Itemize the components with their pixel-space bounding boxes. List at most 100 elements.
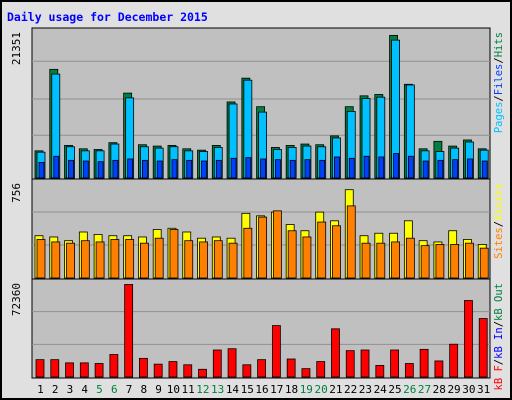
bar-pages-day-30 bbox=[467, 158, 473, 179]
bar-kb-f-day-19 bbox=[301, 368, 311, 378]
chart-title: Daily usage for December 2015 bbox=[7, 10, 208, 24]
bar-kb-f-day-4 bbox=[79, 362, 89, 378]
x-tick-label-day-31: 31 bbox=[477, 383, 490, 396]
x-tick-label-day-26: 26 bbox=[403, 383, 416, 396]
bar-pages-day-8 bbox=[142, 159, 148, 179]
bar-pages-day-20 bbox=[319, 159, 326, 179]
bar-pages-day-22 bbox=[348, 157, 355, 179]
bar-pages-day-19 bbox=[304, 159, 311, 179]
x-tick-label-day-19: 19 bbox=[300, 383, 313, 396]
bar-sites-day-25 bbox=[391, 241, 400, 279]
series-pages bbox=[38, 153, 488, 179]
x-tick-label-day-7: 7 bbox=[126, 383, 133, 396]
x-tick-label-day-11: 11 bbox=[182, 383, 195, 396]
x-tick-label-day-22: 22 bbox=[344, 383, 357, 396]
legend-item: kB In bbox=[493, 327, 505, 359]
bar-sites-day-24 bbox=[376, 242, 386, 279]
bar-sites-day-15 bbox=[243, 227, 253, 279]
x-tick-label-day-30: 30 bbox=[462, 383, 475, 396]
y-max-label: 21351 bbox=[10, 32, 23, 65]
bar-kb-f-day-30 bbox=[464, 300, 473, 378]
bar-sites-day-3 bbox=[66, 242, 75, 279]
x-tick-label-day-25: 25 bbox=[388, 383, 401, 396]
x-tick-label-day-5: 5 bbox=[96, 383, 103, 396]
bar-kb-f-day-3 bbox=[65, 362, 74, 378]
bar-kb-f-day-26 bbox=[404, 363, 414, 378]
bar-sites-day-18 bbox=[287, 230, 297, 279]
bar-pages-day-5 bbox=[97, 161, 104, 179]
bar-sites-day-21 bbox=[332, 225, 341, 279]
bar-sites-day-11 bbox=[184, 240, 194, 279]
bar-pages-day-27 bbox=[422, 160, 429, 179]
bar-pages-day-4 bbox=[82, 160, 89, 179]
x-tick-label-day-4: 4 bbox=[81, 383, 88, 396]
series-kb-f bbox=[35, 284, 488, 378]
y-max-label: 756 bbox=[10, 183, 23, 203]
bar-kb-f-day-10 bbox=[168, 361, 178, 378]
legend: Sites/Visits bbox=[493, 183, 505, 259]
bar-kb-f-day-20 bbox=[316, 361, 326, 378]
bar-sites-day-16 bbox=[258, 216, 268, 279]
legend-item: / bbox=[493, 221, 505, 227]
bar-kb-f-day-18 bbox=[286, 358, 296, 378]
bar-pages-day-24 bbox=[378, 156, 385, 179]
legend-item: kB Out bbox=[493, 283, 505, 321]
bar-pages-day-1 bbox=[38, 161, 45, 179]
bar-pages-day-26 bbox=[407, 155, 414, 179]
x-tick-label-day-21: 21 bbox=[329, 383, 342, 396]
bar-pages-day-14 bbox=[230, 157, 237, 179]
bar-pages-day-10 bbox=[171, 159, 178, 179]
kbytes-panel: 72360 kB F/kB In/kB Out bbox=[10, 278, 505, 391]
legend-item: Hits bbox=[493, 32, 505, 57]
legend-item: / bbox=[493, 57, 505, 63]
bar-pages-day-23 bbox=[363, 155, 370, 179]
legend-item: Visits bbox=[493, 183, 505, 221]
bar-pages-day-6 bbox=[112, 159, 119, 179]
bar-sites-day-10 bbox=[169, 229, 179, 279]
bar-sites-day-19 bbox=[302, 236, 312, 279]
x-tick-label-day-28: 28 bbox=[433, 383, 446, 396]
x-tick-label-day-24: 24 bbox=[374, 383, 388, 396]
bar-sites-day-12 bbox=[199, 241, 208, 279]
bar-sites-day-26 bbox=[405, 237, 415, 279]
bar-pages-day-15 bbox=[245, 157, 252, 179]
legend: kB F/kB In/kB Out bbox=[493, 283, 505, 391]
y-max-label: 72360 bbox=[10, 283, 23, 316]
bar-kb-f-day-27 bbox=[419, 348, 429, 378]
bar-pages-day-29 bbox=[452, 159, 459, 179]
legend-item: / bbox=[493, 95, 505, 101]
bar-kb-f-day-9 bbox=[153, 363, 163, 378]
legend-item: Sites bbox=[493, 227, 505, 259]
bar-sites-day-7 bbox=[125, 239, 135, 279]
bar-kb-f-day-6 bbox=[109, 354, 119, 378]
bar-sites-day-13 bbox=[213, 240, 223, 279]
bar-pages-day-18 bbox=[289, 159, 296, 179]
bar-pages-day-9 bbox=[156, 160, 163, 179]
bar-pages-day-2 bbox=[53, 155, 60, 179]
bar-sites-day-1 bbox=[36, 239, 46, 279]
bar-kb-f-day-14 bbox=[227, 348, 237, 378]
legend-item: kB F bbox=[493, 365, 505, 390]
legend-item: Files bbox=[493, 64, 505, 96]
bar-sites-day-17 bbox=[272, 210, 282, 279]
bar-kb-f-day-7 bbox=[124, 284, 134, 378]
x-tick-label-day-27: 27 bbox=[418, 383, 431, 396]
bar-sites-day-22 bbox=[346, 205, 356, 279]
bar-sites-day-9 bbox=[154, 237, 164, 279]
bar-pages-day-28 bbox=[437, 159, 444, 179]
bar-sites-day-8 bbox=[140, 242, 149, 279]
bar-kb-f-day-22 bbox=[345, 350, 355, 378]
x-tick-label-day-6: 6 bbox=[111, 383, 118, 396]
bar-kb-f-day-24 bbox=[375, 365, 385, 378]
x-tick-label-day-23: 23 bbox=[359, 383, 372, 396]
bar-kb-f-day-17 bbox=[271, 325, 281, 378]
x-tick-label-day-3: 3 bbox=[67, 383, 74, 396]
bar-pages-day-31 bbox=[481, 160, 488, 179]
bar-sites-day-29 bbox=[450, 244, 460, 279]
bar-sites-day-27 bbox=[420, 245, 430, 279]
x-tick-label-day-9: 9 bbox=[155, 383, 162, 396]
bar-sites-day-31 bbox=[479, 247, 489, 279]
bar-sites-day-6 bbox=[110, 239, 120, 279]
